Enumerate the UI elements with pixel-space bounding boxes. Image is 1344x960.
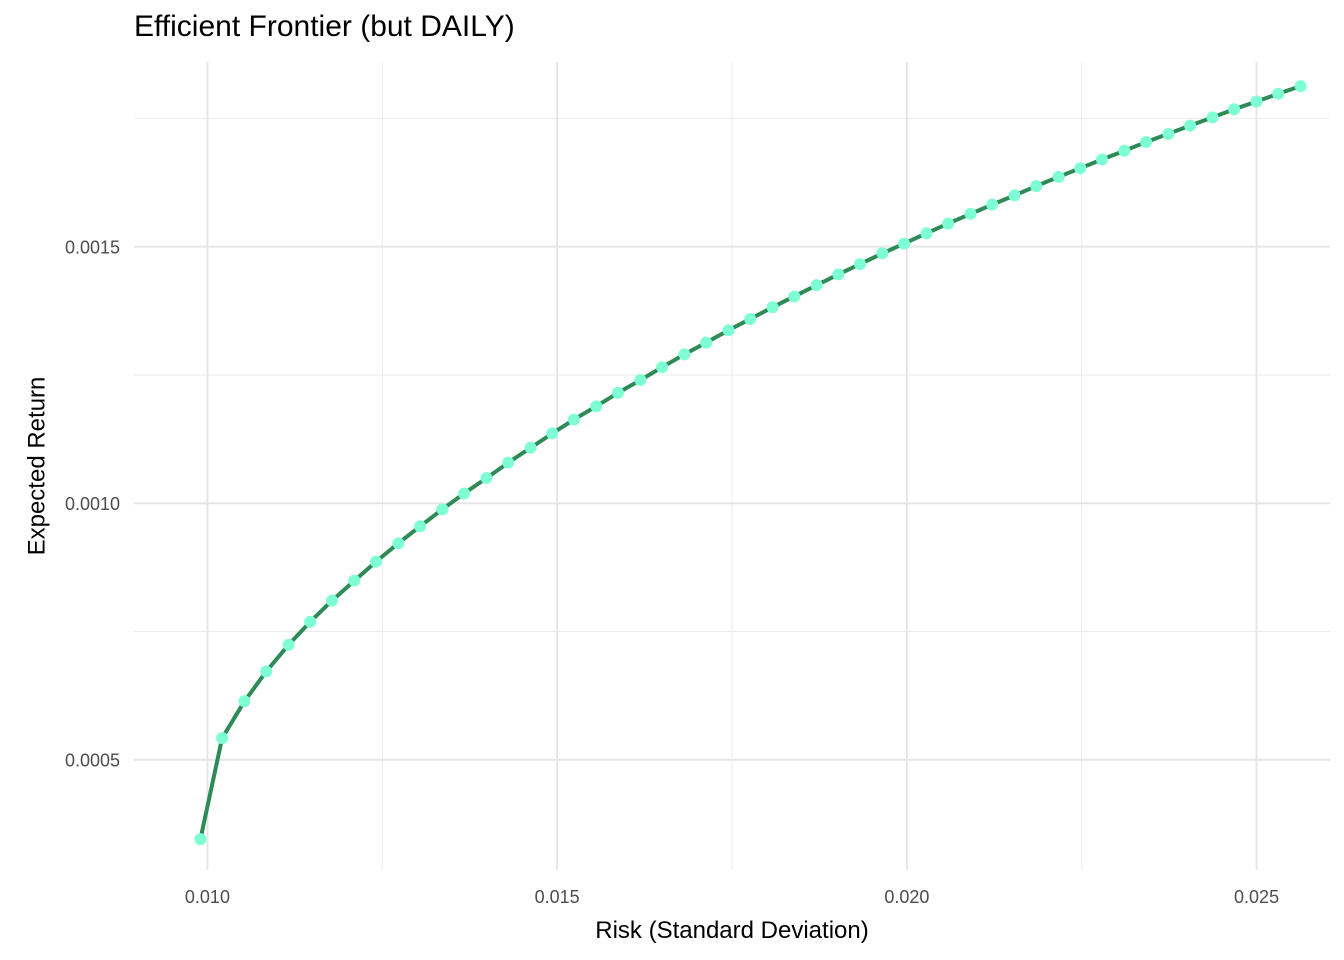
data-point: [524, 441, 537, 454]
data-point: [1052, 170, 1065, 183]
data-point: [436, 503, 449, 516]
data-point: [304, 615, 317, 628]
data-point: [458, 487, 471, 500]
data-point: [788, 290, 801, 303]
data-point: [590, 400, 603, 413]
data-point: [325, 594, 338, 607]
data-point: [700, 336, 713, 349]
minor-gridlines: [134, 62, 1330, 870]
data-point: [920, 227, 933, 240]
y-axis-title: Expected Return: [23, 377, 50, 556]
data-point: [678, 348, 691, 361]
data-point: [238, 695, 251, 708]
x-tick-label: 0.020: [884, 887, 929, 907]
data-point: [1250, 95, 1263, 108]
data-point: [656, 361, 669, 374]
data-point: [1272, 87, 1285, 100]
data-point: [1008, 189, 1021, 202]
y-axis-ticks: 0.0005 0.0010 0.0015: [65, 238, 120, 771]
data-point: [567, 413, 580, 426]
data-point: [744, 313, 757, 326]
data-point: [392, 537, 405, 550]
data-point: [1162, 127, 1175, 140]
data-point: [546, 427, 559, 440]
data-point: [832, 268, 845, 281]
x-tick-label: 0.010: [185, 887, 230, 907]
data-point: [986, 198, 999, 211]
frontier-line-path: [198, 84, 1303, 842]
data-point: [1184, 119, 1197, 132]
data-point: [1095, 153, 1108, 166]
data-point: [282, 638, 295, 651]
data-point: [853, 258, 866, 271]
chart-title: Efficient Frontier (but DAILY): [134, 10, 515, 43]
data-point: [348, 574, 361, 587]
data-point: [611, 386, 624, 399]
data-point: [502, 456, 515, 469]
data-point: [964, 207, 977, 220]
data-point: [260, 665, 273, 678]
data-point: [1118, 144, 1131, 157]
x-tick-label: 0.025: [1234, 887, 1279, 907]
data-point: [942, 217, 955, 230]
data-point: [722, 324, 735, 337]
data-point: [194, 833, 207, 846]
y-tick-label: 0.0005: [65, 751, 120, 771]
data-point: [369, 555, 382, 568]
y-tick-label: 0.0015: [65, 238, 120, 258]
data-point: [634, 374, 647, 387]
data-point: [1206, 111, 1219, 124]
major-gridlines: [134, 62, 1330, 870]
x-axis-ticks: 0.010 0.015 0.020 0.025: [185, 887, 1279, 907]
data-point: [1228, 103, 1241, 116]
data-point: [876, 247, 889, 260]
data-point: [1074, 162, 1087, 175]
data-point: [766, 301, 779, 314]
x-axis-title: Risk (Standard Deviation): [595, 917, 868, 944]
data-point: [1140, 136, 1153, 149]
x-tick-label: 0.015: [535, 887, 580, 907]
y-tick-label: 0.0010: [65, 494, 120, 514]
data-point: [414, 520, 427, 533]
data-point: [216, 732, 229, 745]
data-point: [898, 237, 911, 250]
data-point: [1030, 180, 1043, 193]
data-point: [480, 472, 493, 485]
frontier-line: [198, 84, 1303, 842]
data-point: [810, 279, 823, 292]
frontier-points: [194, 80, 1307, 846]
data-point: [1294, 80, 1307, 93]
